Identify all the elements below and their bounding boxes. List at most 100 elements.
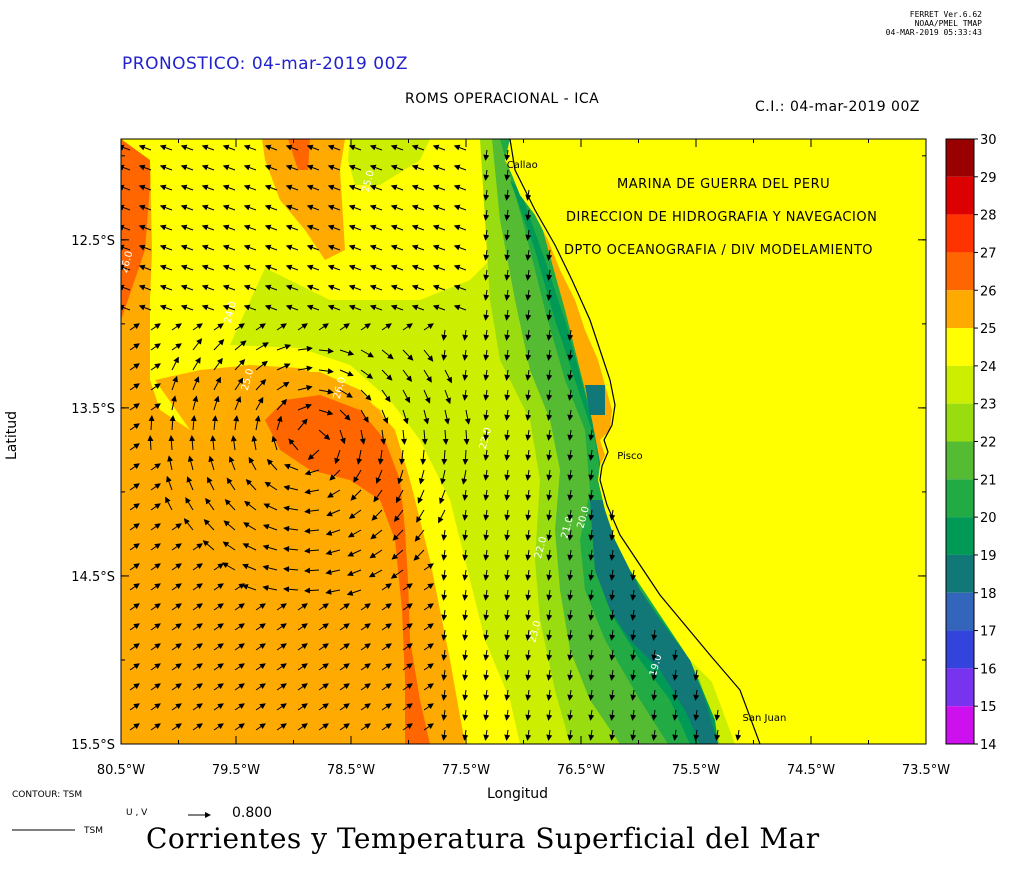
chart-title: Corrientes y Temperatura Superficial del… bbox=[146, 822, 820, 855]
current-vector bbox=[148, 415, 155, 431]
current-vector bbox=[567, 389, 574, 401]
current-vector bbox=[588, 549, 595, 561]
current-vector bbox=[222, 244, 236, 251]
current-vector bbox=[192, 643, 203, 651]
ferret-org: NOAA/PMEL TMAP bbox=[914, 19, 982, 28]
current-vector bbox=[411, 284, 425, 291]
current-vector bbox=[222, 144, 236, 151]
y-tick-label: 14.5°S bbox=[71, 570, 115, 585]
current-vector bbox=[714, 729, 721, 741]
current-vector bbox=[588, 429, 595, 441]
current-vector bbox=[201, 244, 215, 251]
current-vector bbox=[129, 523, 140, 531]
current-vector bbox=[318, 623, 329, 631]
current-vector bbox=[390, 569, 404, 579]
colorbar-tick-label: 27 bbox=[980, 246, 997, 261]
current-vector bbox=[442, 429, 449, 445]
current-vector bbox=[453, 284, 467, 291]
current-vector bbox=[588, 529, 595, 541]
current-vector bbox=[339, 369, 354, 377]
current-vector bbox=[190, 415, 197, 431]
current-vector bbox=[441, 709, 448, 721]
current-vector bbox=[359, 429, 366, 445]
current-vector bbox=[202, 540, 215, 551]
current-vector bbox=[327, 284, 341, 291]
current-vector bbox=[283, 566, 299, 573]
current-vector bbox=[462, 489, 469, 501]
current-vector bbox=[525, 669, 532, 681]
current-vector bbox=[297, 723, 308, 731]
current-vector bbox=[423, 603, 434, 611]
current-vector bbox=[129, 323, 140, 331]
current-vector bbox=[159, 284, 173, 291]
current-vector bbox=[432, 184, 446, 191]
current-vector bbox=[325, 549, 341, 556]
current-vector bbox=[121, 304, 131, 311]
current-vector bbox=[546, 449, 553, 461]
current-vector bbox=[525, 369, 532, 381]
current-vector bbox=[138, 144, 152, 151]
current-vector bbox=[304, 547, 320, 554]
current-vector bbox=[416, 509, 425, 523]
current-vector bbox=[129, 563, 140, 571]
current-vector bbox=[464, 409, 471, 425]
current-vector bbox=[159, 244, 173, 251]
current-vector bbox=[546, 529, 553, 541]
current-vector bbox=[453, 244, 467, 251]
current-vector bbox=[348, 509, 362, 519]
current-vector bbox=[234, 683, 245, 691]
current-vector bbox=[318, 683, 329, 691]
current-vector bbox=[283, 484, 299, 491]
current-vector bbox=[651, 649, 658, 661]
current-vector bbox=[380, 429, 387, 445]
current-vector bbox=[276, 415, 283, 431]
current-vector bbox=[276, 398, 288, 411]
current-vector bbox=[461, 469, 468, 485]
current-vector bbox=[483, 249, 490, 261]
colorbar-swatch bbox=[946, 139, 974, 177]
current-vector bbox=[609, 709, 616, 721]
current-vector bbox=[441, 549, 448, 561]
current-vector bbox=[525, 329, 532, 341]
current-vector bbox=[318, 347, 334, 354]
current-vector bbox=[138, 264, 152, 271]
current-vector bbox=[651, 729, 658, 741]
current-vector bbox=[129, 623, 140, 631]
current-vector bbox=[504, 449, 511, 461]
current-vector bbox=[243, 164, 257, 171]
current-vector bbox=[187, 455, 194, 471]
current-vector bbox=[150, 523, 161, 531]
current-vector bbox=[150, 363, 161, 371]
current-vector bbox=[588, 609, 595, 621]
current-vector bbox=[402, 349, 414, 361]
current-vector bbox=[192, 723, 203, 731]
current-vector bbox=[402, 703, 413, 711]
current-vector bbox=[525, 309, 532, 321]
current-vector bbox=[222, 562, 236, 571]
contour-label: CONTOUR: TSM bbox=[12, 790, 83, 800]
current-vector bbox=[504, 729, 511, 741]
current-vector bbox=[546, 249, 553, 261]
current-vector bbox=[339, 723, 350, 731]
colorbar-swatch bbox=[946, 668, 974, 707]
current-vector bbox=[423, 643, 434, 651]
current-vector bbox=[297, 603, 308, 611]
x-tick-label: 75.5°W bbox=[672, 763, 720, 778]
current-vector bbox=[369, 184, 383, 191]
current-vector bbox=[327, 224, 341, 231]
current-vector bbox=[504, 209, 511, 221]
current-vector bbox=[129, 383, 140, 391]
current-vector bbox=[483, 269, 490, 281]
current-vector bbox=[432, 164, 446, 171]
current-vector bbox=[546, 689, 553, 701]
current-vector bbox=[588, 449, 595, 461]
current-vector bbox=[672, 689, 679, 701]
current-vector bbox=[211, 415, 218, 431]
current-vector bbox=[326, 509, 341, 517]
current-vector bbox=[375, 469, 383, 484]
colorbar-tick-label: 16 bbox=[980, 662, 997, 677]
current-vector bbox=[201, 224, 215, 231]
current-vector bbox=[213, 663, 224, 671]
current-vector bbox=[483, 569, 490, 581]
current-vector bbox=[462, 629, 469, 641]
